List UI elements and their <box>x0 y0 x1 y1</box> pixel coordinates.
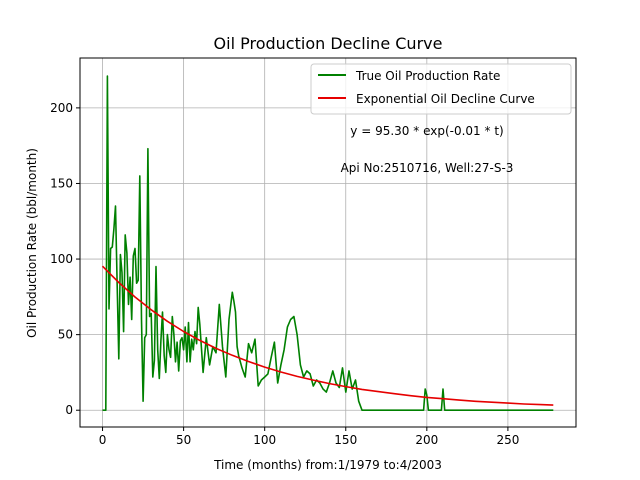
x-tick-label: 0 <box>99 433 107 447</box>
equation-annotation: y = 95.30 * exp(-0.01 * t) <box>350 124 503 138</box>
x-tick-label: 100 <box>253 433 276 447</box>
true-production-rate-line <box>102 75 554 412</box>
x-tick-label: 50 <box>176 433 191 447</box>
axes-frame <box>79 57 577 428</box>
y-tick-label: 150 <box>50 176 73 190</box>
y-tick-label: 50 <box>58 328 73 342</box>
well-annotation: Api No:2510716, Well:27-S-3 <box>341 161 514 175</box>
y-axis-label: Oil Production Rate (bbl/month) <box>25 148 39 338</box>
legend: True Oil Production Rate Exponential Oil… <box>310 63 572 115</box>
legend-label-true-rate: True Oil Production Rate <box>355 69 500 83</box>
plot-series <box>101 75 554 412</box>
legend-box <box>310 63 572 115</box>
legend-label-decline-curve: Exponential Oil Decline Curve <box>356 92 535 106</box>
y-tick-label: 200 <box>50 101 73 115</box>
x-tick-label: 200 <box>415 433 438 447</box>
exponential-decline-curve-line <box>101 265 554 406</box>
x-tick-label: 250 <box>496 433 519 447</box>
y-tick-label: 100 <box>50 252 73 266</box>
x-axis-label: Time (months) from:1/1979 to:4/2003 <box>213 458 442 472</box>
x-tick-label: 150 <box>334 433 357 447</box>
chart-title: Oil Production Decline Curve <box>214 34 443 53</box>
axis-ticks: 0 50 100 150 200 250 0 50 100 150 200 <box>50 101 519 447</box>
y-tick-label: 0 <box>65 403 73 417</box>
